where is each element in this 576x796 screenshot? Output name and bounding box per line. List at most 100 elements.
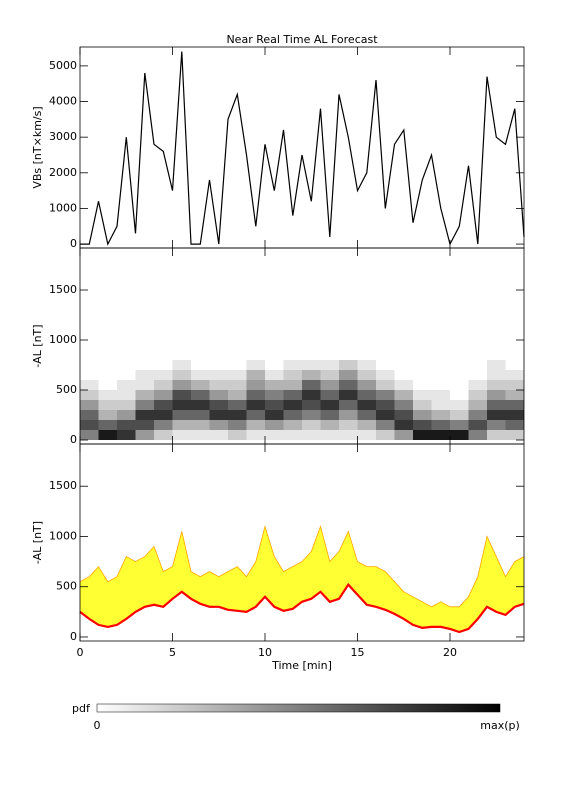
data-line	[80, 51, 525, 246]
x-tick-label: 0	[77, 646, 84, 659]
heat-cell	[135, 410, 154, 420]
heat-cell	[117, 360, 136, 370]
median-line	[79, 582, 525, 634]
heat-cell	[376, 420, 395, 430]
heat-cell	[376, 380, 395, 390]
y-axis-label: -AL [nT]	[31, 521, 44, 564]
heat-cell	[154, 390, 173, 400]
heat-cell	[98, 430, 117, 440]
heat-cell	[357, 400, 376, 410]
y-tick-label: 1000	[49, 201, 77, 214]
heat-cell	[505, 400, 524, 410]
heat-cell	[320, 370, 339, 380]
heat-cell	[487, 410, 506, 420]
heat-cell	[98, 420, 117, 430]
heat-cell	[283, 370, 302, 380]
heat-cell	[191, 430, 210, 440]
heat-cell	[357, 390, 376, 400]
heat-cell	[394, 430, 413, 440]
chart-title: Near Real Time AL Forecast	[226, 33, 378, 46]
colorbar-min: 0	[94, 719, 101, 732]
heat-cell	[117, 430, 136, 440]
heat-cell	[246, 370, 265, 380]
heat-cell	[413, 400, 432, 410]
heat-cell	[117, 400, 136, 410]
heat-cell	[209, 410, 228, 420]
band-upper-edge	[79, 524, 525, 608]
heat-cell	[302, 380, 321, 390]
heat-cell	[80, 390, 99, 400]
heat-cell	[172, 370, 191, 380]
y-tick-label: 500	[56, 580, 77, 593]
heat-cell	[431, 370, 450, 380]
heat-cell	[450, 400, 469, 410]
heat-cell	[283, 390, 302, 400]
colorbar	[96, 703, 501, 713]
heat-cell	[339, 400, 358, 410]
heat-cell	[431, 410, 450, 420]
heat-cell	[487, 420, 506, 430]
heat-cell	[283, 360, 302, 370]
heat-cell	[431, 360, 450, 370]
heat-cell	[468, 380, 487, 390]
heat-cell	[357, 430, 376, 440]
heat-cell	[172, 400, 191, 410]
heat-cell	[80, 430, 99, 440]
heat-cell	[209, 390, 228, 400]
heat-cell	[450, 370, 469, 380]
heat-cell	[283, 410, 302, 420]
heat-cell	[450, 420, 469, 430]
heat-cell	[413, 430, 432, 440]
heat-cell	[357, 410, 376, 420]
heat-cell	[413, 380, 432, 390]
heat-cell	[98, 380, 117, 390]
heat-cell	[209, 370, 228, 380]
heat-cell	[154, 380, 173, 390]
heat-cell	[228, 430, 247, 440]
plot-frame	[79, 46, 525, 249]
heat-cell	[98, 370, 117, 380]
heat-cell	[431, 390, 450, 400]
heat-cell	[450, 380, 469, 390]
heat-cell	[135, 420, 154, 430]
heat-cell	[283, 430, 302, 440]
heat-cell	[117, 410, 136, 420]
heat-cell	[376, 390, 395, 400]
heat-cell	[98, 400, 117, 410]
heat-cell	[154, 400, 173, 410]
heat-cell	[191, 410, 210, 420]
heat-cell	[228, 360, 247, 370]
heat-cell	[376, 360, 395, 370]
heat-cell	[376, 430, 395, 440]
heat-cell	[339, 360, 358, 370]
heat-cell	[135, 400, 154, 410]
heat-cell	[172, 420, 191, 430]
heat-cell	[283, 420, 302, 430]
heat-cell	[394, 400, 413, 410]
heat-cell	[117, 420, 136, 430]
heat-cell	[228, 400, 247, 410]
y-tick-label: 1500	[49, 479, 77, 492]
heat-cell	[413, 370, 432, 380]
heat-cell	[431, 400, 450, 410]
heat-cell	[413, 420, 432, 430]
heat-cell	[117, 390, 136, 400]
heat-cell	[339, 380, 358, 390]
heat-cell	[468, 410, 487, 420]
y-axis-label: -AL [nT]	[31, 324, 44, 367]
heat-cell	[228, 390, 247, 400]
x-tick-label: 20	[443, 646, 457, 659]
heat-cell	[357, 420, 376, 430]
heat-cell	[80, 400, 99, 410]
heat-cell	[246, 380, 265, 390]
y-tick-label: 1500	[49, 283, 77, 296]
heat-cell	[191, 360, 210, 370]
heat-cell	[302, 360, 321, 370]
heat-cell	[394, 410, 413, 420]
heat-cell	[487, 380, 506, 390]
heat-cell	[117, 370, 136, 380]
heat-cell	[394, 390, 413, 400]
heat-cell	[246, 430, 265, 440]
heat-cell	[154, 360, 173, 370]
